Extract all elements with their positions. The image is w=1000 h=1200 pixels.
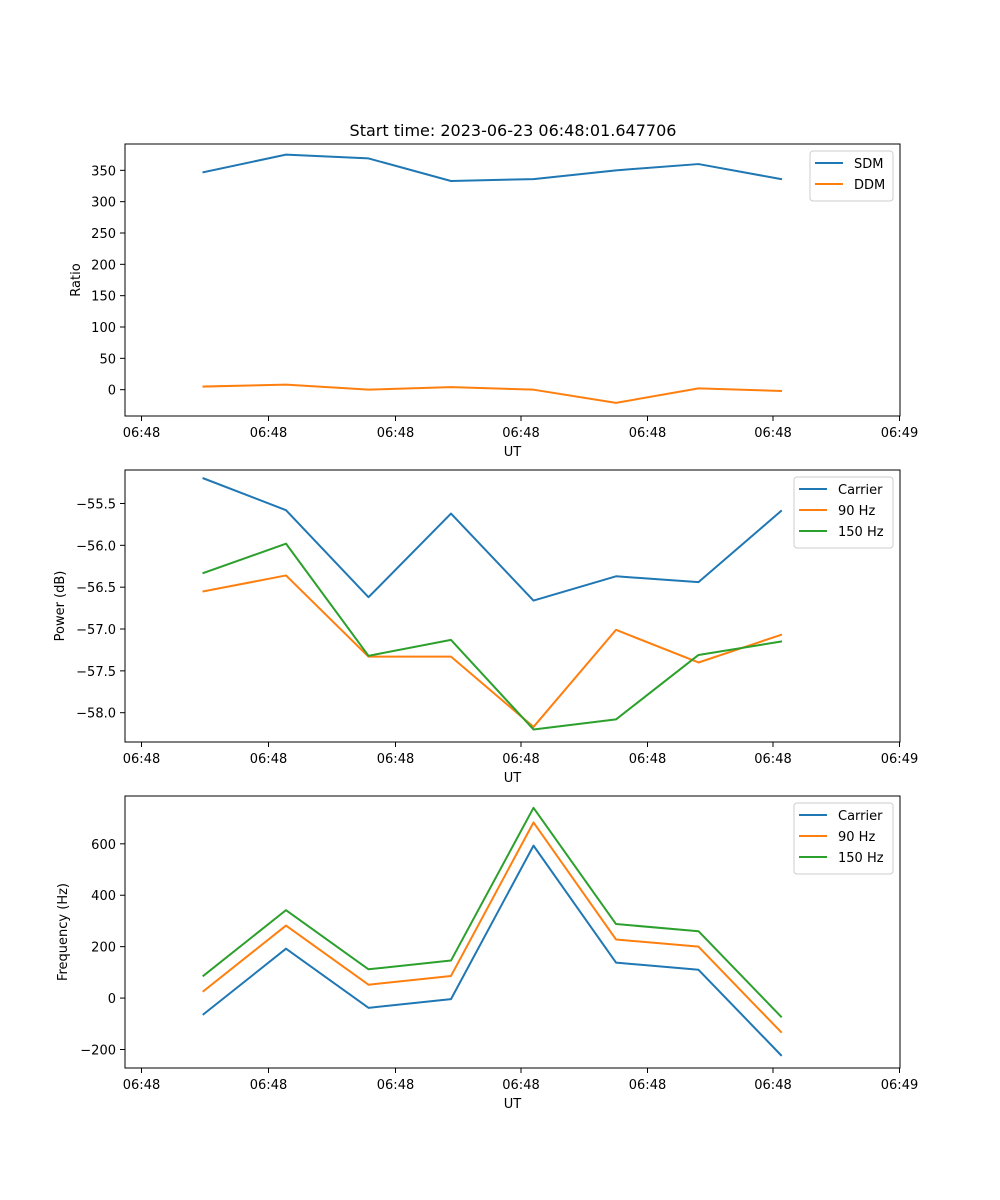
x-axis-label: UT <box>504 1097 522 1112</box>
legend-label: 90 Hz <box>838 504 875 519</box>
y-tick-label: 600 <box>91 838 116 853</box>
y-tick-label: 300 <box>91 196 116 211</box>
x-tick-label: 06:48 <box>250 752 287 767</box>
series-line-3 <box>202 542 783 731</box>
series-line-2 <box>202 574 783 728</box>
x-tick-label: 06:48 <box>629 1078 666 1093</box>
x-tick-label: 06:48 <box>754 752 791 767</box>
x-axis-label: UT <box>504 445 522 460</box>
y-tick-label: 200 <box>91 258 116 273</box>
series-line-1 <box>202 844 783 1057</box>
x-tick-label: 06:48 <box>123 426 160 441</box>
panel-1: 06:48 06:48 06:48 06:48 06:48 06:48 06:49 UT 0 50… <box>69 143 918 460</box>
y-tick-label: −57.0 <box>76 623 116 638</box>
legend-label: 150 Hz <box>838 525 884 540</box>
panel-3: 06:48 06:48 06:48 06:48 06:48 06:48 06:49 UT −20… <box>56 795 918 1112</box>
x-tick-label: 06:48 <box>502 752 539 767</box>
y-tick-label: −56.0 <box>76 539 116 554</box>
legend-label: SDM <box>854 157 883 172</box>
series-line-1 <box>202 477 783 602</box>
x-tick-label: 06:48 <box>377 752 414 767</box>
x-tick-label: 06:48 <box>123 752 160 767</box>
x-tick-label: 06:48 <box>629 752 666 767</box>
y-tick-label: 350 <box>91 164 116 179</box>
y-tick-label: −56.5 <box>76 581 116 596</box>
x-tick-label: 06:49 <box>881 426 918 441</box>
y-tick-label: 0 <box>108 384 116 399</box>
x-tick-label: 06:48 <box>754 426 791 441</box>
legend: Carrier 90 Hz 150 Hz <box>793 476 894 549</box>
y-tick-label: 100 <box>91 321 116 336</box>
legend: SDM DDM <box>809 150 894 202</box>
x-tick-label: 06:48 <box>502 426 539 441</box>
y-tick-label: 250 <box>91 227 116 242</box>
chart-title: Start time: 2023-06-23 06:48:01.647706 <box>350 121 677 140</box>
legend: Carrier 90 Hz 150 Hz <box>793 802 894 875</box>
y-tick-label: 0 <box>108 992 116 1007</box>
x-tick-label: 06:49 <box>881 1078 918 1093</box>
axes-frame <box>124 795 901 1069</box>
x-tick-label: 06:48 <box>377 426 414 441</box>
y-axis-label: Power (dB) <box>53 571 68 642</box>
x-tick-label: 06:48 <box>250 1078 287 1093</box>
series-line-2 <box>202 821 783 1034</box>
legend-label: 150 Hz <box>838 851 884 866</box>
y-tick-label: 200 <box>91 941 116 956</box>
axes-frame <box>124 143 901 417</box>
y-tick-label: 50 <box>99 352 116 367</box>
x-tick-label: 06:48 <box>502 1078 539 1093</box>
legend-label: 90 Hz <box>838 830 875 845</box>
y-tick-label: −57.5 <box>76 665 116 680</box>
y-tick-label: −58.0 <box>76 707 116 722</box>
x-tick-label: 06:49 <box>881 752 918 767</box>
y-axis-label: Frequency (Hz) <box>56 883 71 981</box>
axes-frame <box>124 469 901 743</box>
series-line-2 <box>202 383 783 404</box>
x-tick-label: 06:48 <box>123 1078 160 1093</box>
legend-label: Carrier <box>838 483 883 498</box>
x-axis-label: UT <box>504 771 522 786</box>
x-tick-label: 06:48 <box>250 426 287 441</box>
panel-2: 06:48 06:48 06:48 06:48 06:48 06:48 06:49 UT −58… <box>53 469 918 786</box>
x-tick-label: 06:48 <box>754 1078 791 1093</box>
x-tick-label: 06:48 <box>629 426 666 441</box>
y-tick-label: −55.5 <box>76 497 116 512</box>
y-tick-label: 400 <box>91 889 116 904</box>
x-tick-label: 06:48 <box>377 1078 414 1093</box>
series-line-1 <box>202 153 783 182</box>
series-line-3 <box>202 806 783 1018</box>
y-axis-label: Ratio <box>69 263 84 296</box>
y-tick-label: −200 <box>80 1043 116 1058</box>
legend-label: Carrier <box>838 809 883 824</box>
y-tick-label: 150 <box>91 290 116 305</box>
legend-label: DDM <box>854 178 885 193</box>
